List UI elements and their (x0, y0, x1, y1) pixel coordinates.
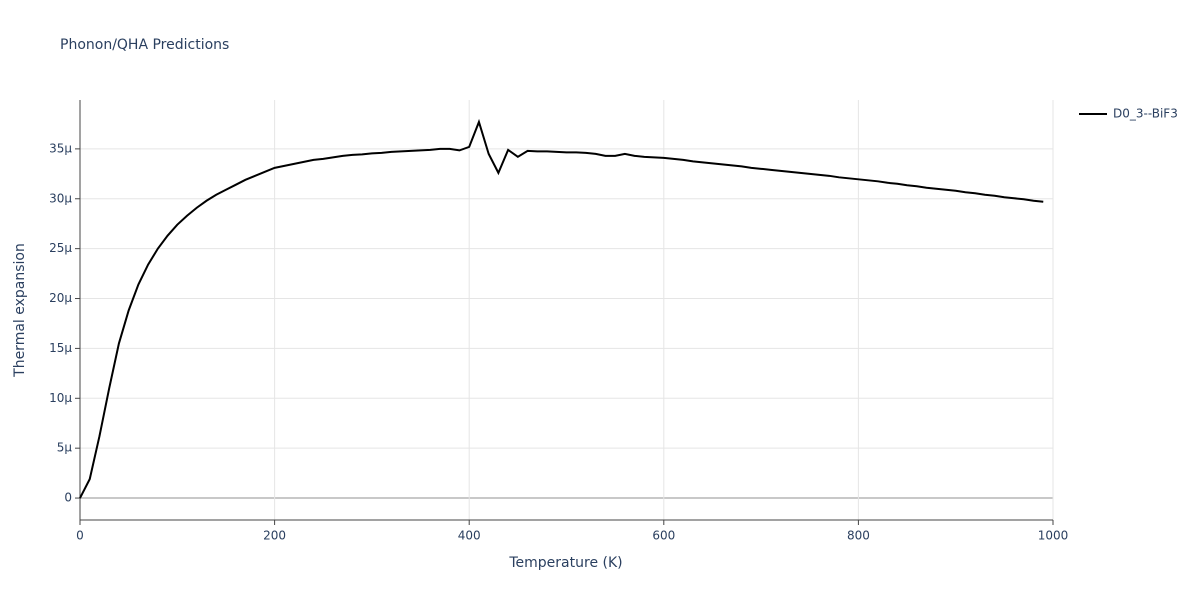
x-tick-label: 1000 (1038, 529, 1069, 543)
y-tick-label: 30μ (49, 191, 72, 205)
data-line (79, 118, 1044, 499)
y-axis-title: Thermal expansion (12, 243, 28, 378)
y-tick-label: 15μ (49, 341, 72, 355)
x-axis-title: Temperature (K) (508, 555, 622, 571)
y-tick-label: 10μ (49, 391, 72, 405)
y-tick-label: 20μ (49, 291, 72, 305)
x-tick-label: 200 (263, 529, 286, 543)
legend-label: D0_3--BiF3 (1113, 107, 1178, 121)
y-tick-label: 25μ (49, 241, 72, 255)
x-tick-label: 600 (652, 529, 675, 543)
y-tick-label: 0 (64, 491, 72, 505)
y-tick-label: 35μ (49, 141, 72, 155)
x-tick-label: 800 (847, 529, 870, 543)
x-tick-label: 400 (458, 529, 481, 543)
y-tick-label: 5μ (57, 441, 73, 455)
x-tick-label: 0 (76, 529, 84, 543)
chart-title: Phonon/QHA Predictions (60, 37, 229, 53)
